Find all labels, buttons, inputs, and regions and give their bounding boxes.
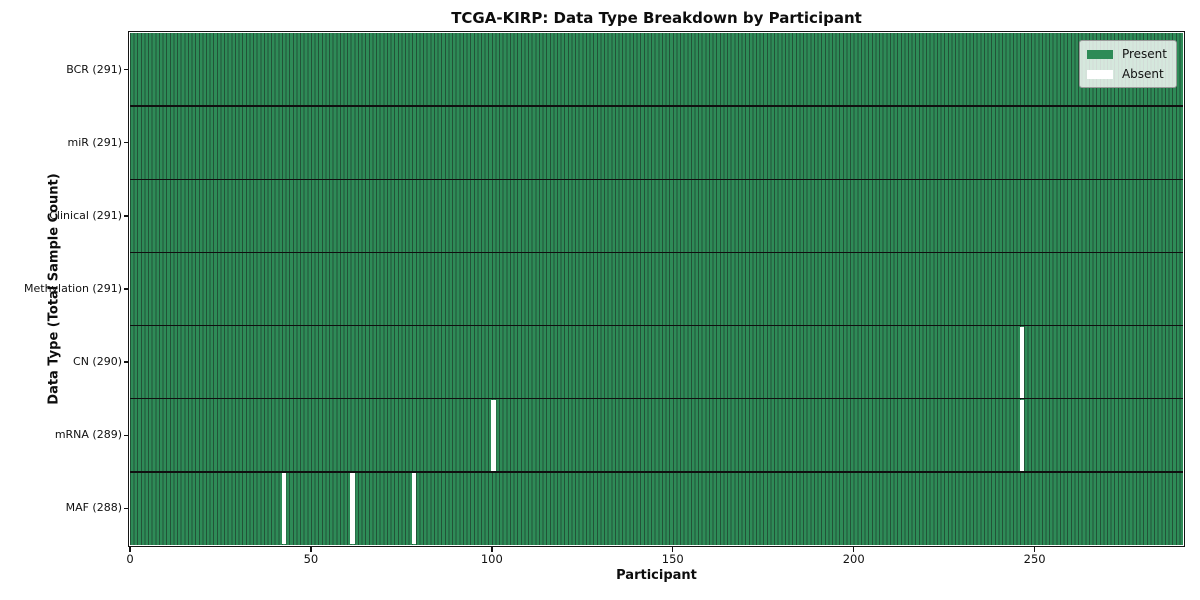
x-tick-mark — [672, 547, 674, 552]
row-separator — [130, 324, 1183, 327]
x-tick-mark — [853, 547, 855, 552]
absent-bar — [1019, 326, 1025, 398]
y-tick-label: Methylation (291) — [24, 282, 122, 295]
chart-title: TCGA-KIRP: Data Type Breakdown by Partic… — [451, 9, 862, 27]
x-tick-mark — [129, 547, 131, 552]
x-tick-mark — [491, 547, 493, 552]
y-tick-mark — [124, 215, 129, 217]
legend: Present Absent — [1078, 40, 1177, 88]
y-tick-mark — [124, 142, 129, 144]
x-axis-label: Participant — [616, 568, 697, 583]
absent-bar — [491, 399, 496, 471]
legend-entry: Absent — [1086, 67, 1167, 81]
row-separator — [130, 178, 1183, 180]
absent-bar — [411, 473, 417, 544]
legend-label: Absent — [1121, 67, 1164, 81]
plot-area: Present Absent — [130, 33, 1183, 545]
y-tick-label: mRNA (289) — [54, 428, 122, 442]
row-separator — [130, 398, 1183, 400]
x-tick-label: 150 — [661, 552, 684, 566]
y-tick-label: CN (290) — [73, 355, 122, 369]
legend-swatch-present-icon — [1086, 49, 1113, 59]
absent-bar — [281, 473, 286, 544]
y-tick-label: miR (291) — [67, 135, 123, 149]
y-tick-mark — [124, 361, 129, 363]
y-tick-label: BCR (291) — [66, 62, 122, 76]
x-tick-label: 100 — [480, 552, 503, 566]
legend-entry: Present — [1086, 47, 1167, 61]
x-tick-mark — [1033, 547, 1036, 552]
row-separator — [130, 105, 1183, 107]
y-tick-label: Clinical (291) — [49, 208, 122, 222]
x-tick-label: 250 — [1023, 552, 1046, 566]
y-tick-mark — [124, 507, 129, 510]
row-separator — [130, 471, 1183, 473]
absent-bar — [350, 473, 355, 544]
absent-bar — [1019, 399, 1025, 471]
x-tick-mark — [310, 547, 312, 552]
x-tick-label: 200 — [842, 552, 865, 566]
y-tick-mark — [124, 434, 129, 436]
row-separator — [130, 251, 1183, 254]
y-tick-mark — [124, 288, 129, 290]
legend-label: Present — [1121, 47, 1167, 61]
x-tick-label: 50 — [303, 552, 319, 566]
y-tick-mark — [124, 68, 129, 71]
x-tick-label: 0 — [126, 552, 134, 566]
legend-swatch-absent-icon — [1086, 69, 1113, 79]
y-tick-label: MAF (288) — [65, 501, 122, 515]
